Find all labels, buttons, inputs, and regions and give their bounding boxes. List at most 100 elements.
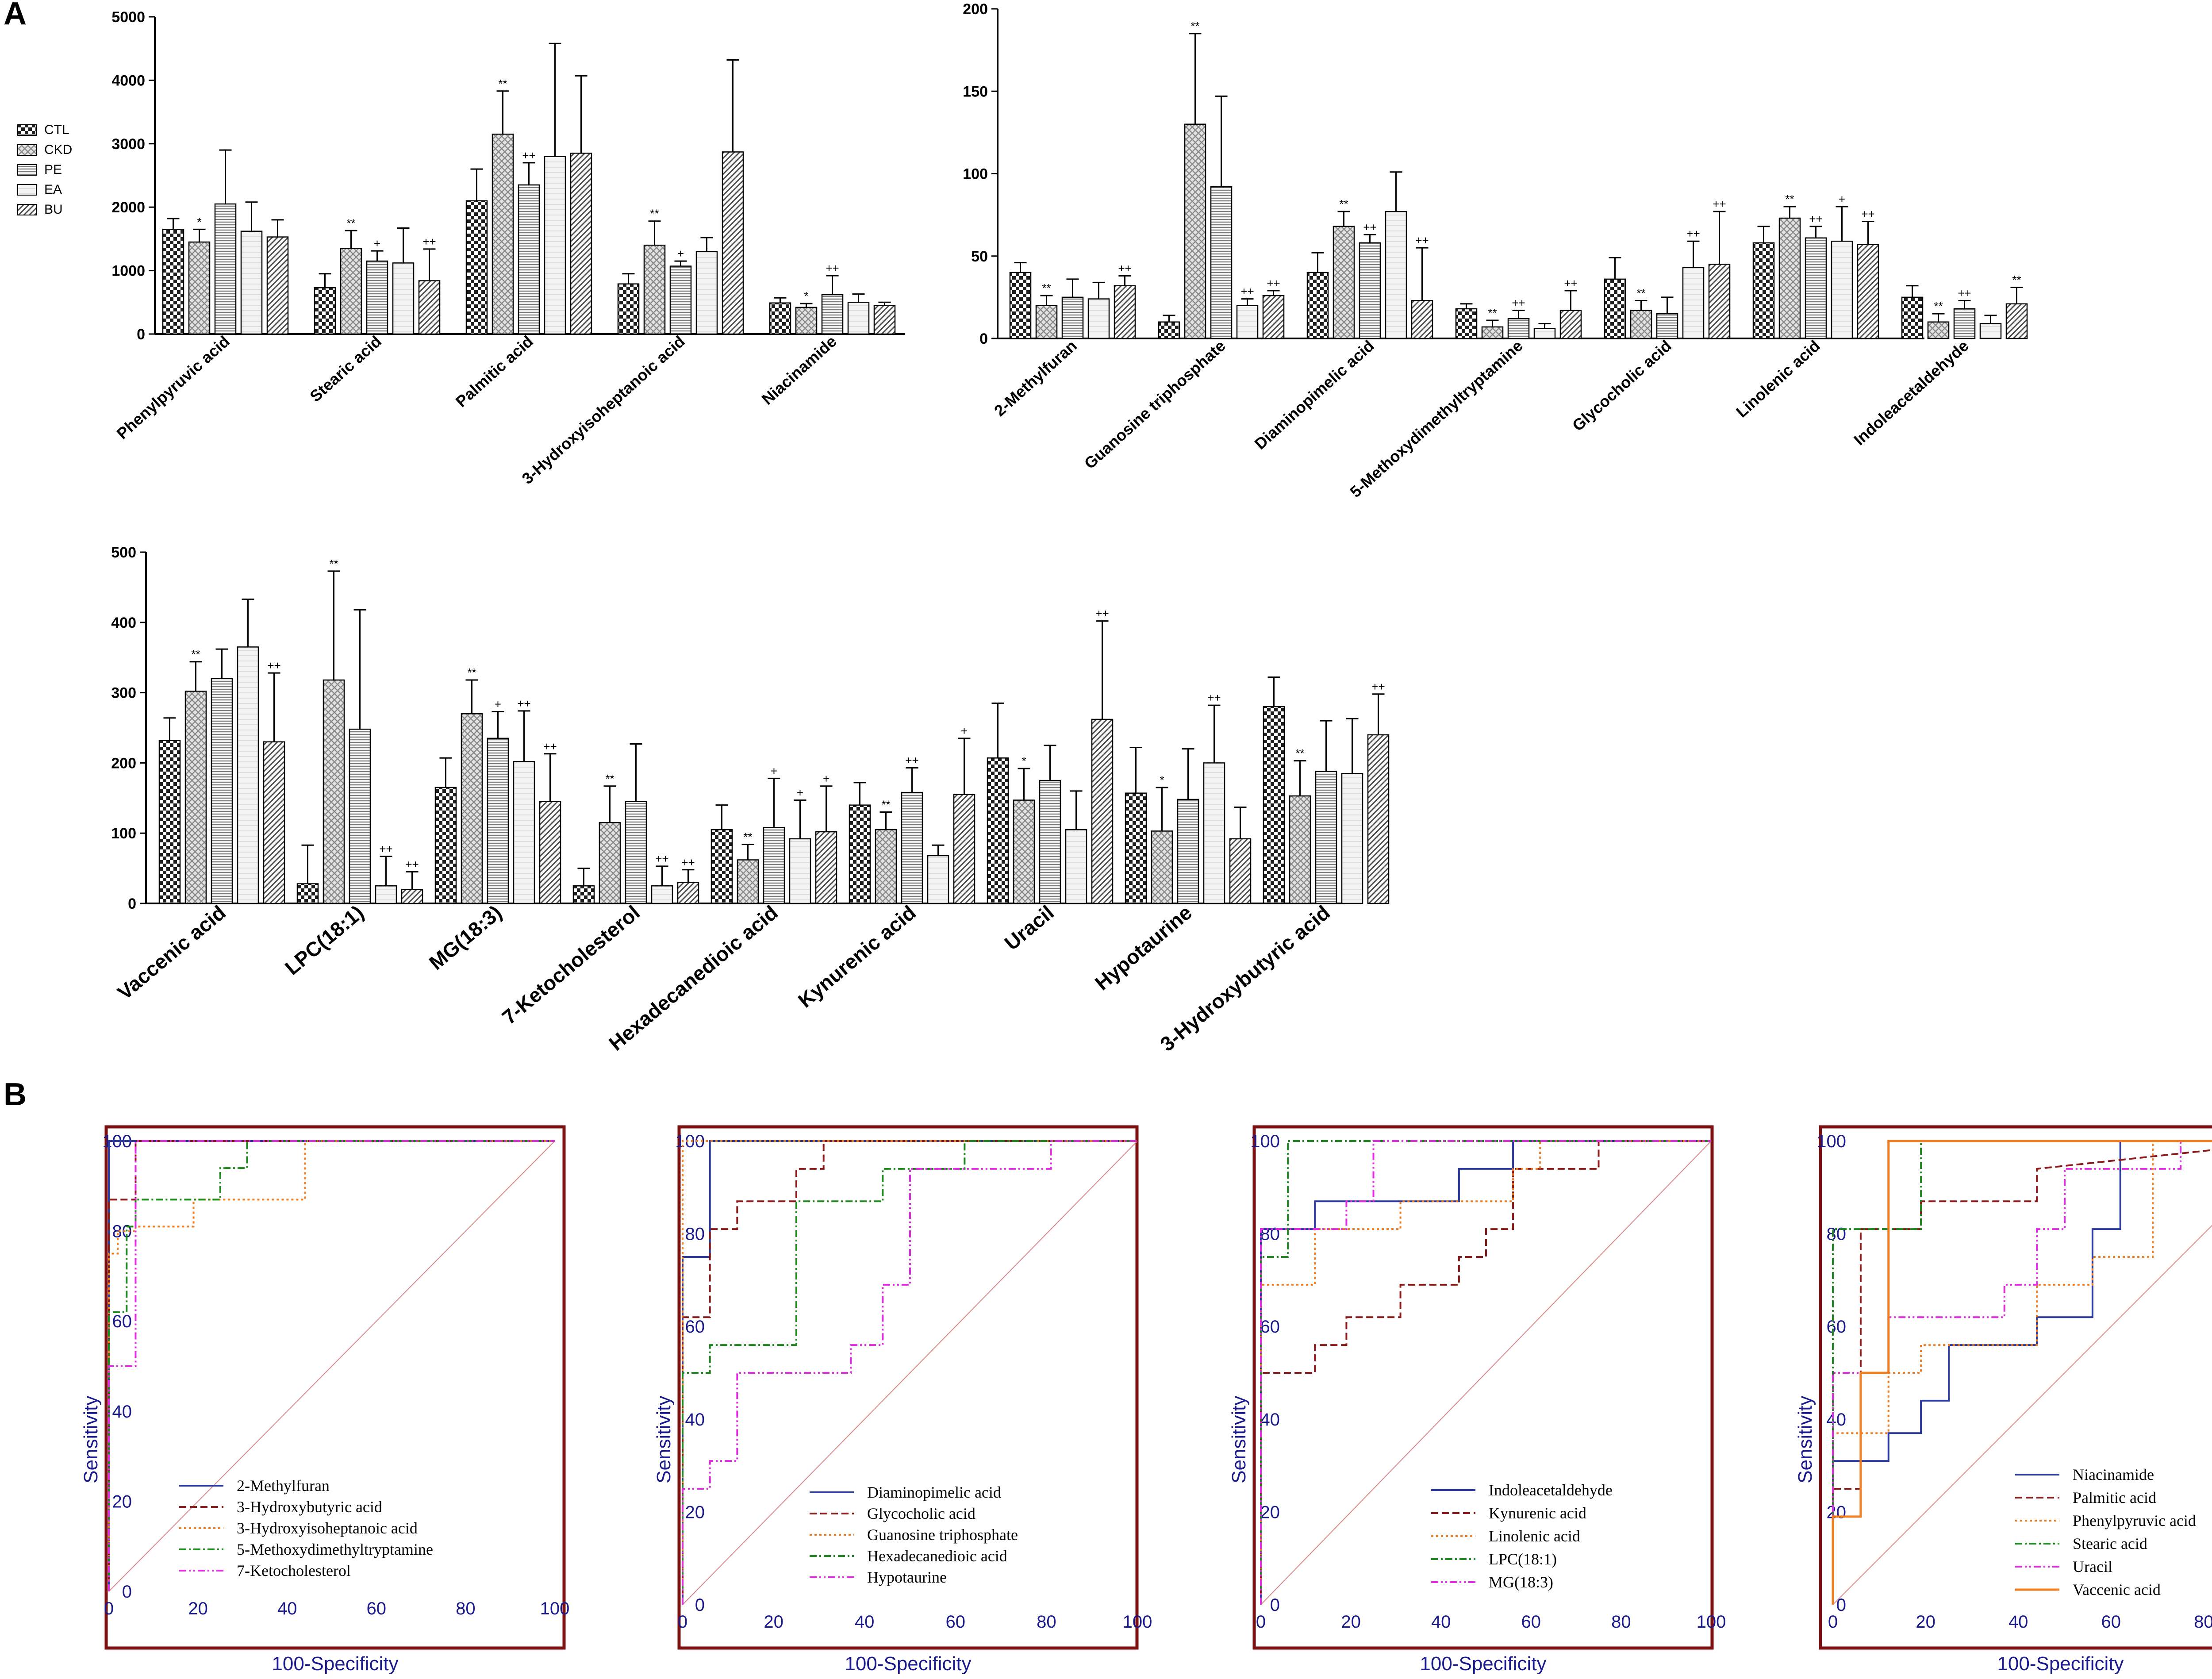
legend-label-5-methoxydimethyltryptamine: 5-Methoxydimethyltryptamine [237, 1541, 433, 1558]
category-label: 7-Ketocholesterol [498, 901, 644, 1029]
bar-phenylpyruvic-acid-ea [240, 231, 263, 335]
significance-mark: ++ [1958, 286, 1971, 300]
roc-chart-1: 0 20 40 60 80 100020406080100100-SpecificityS… [80, 1125, 569, 1675]
bar-hypotaurine-ea [1203, 762, 1225, 904]
bar-guanosine-triphosphate-ctl [1158, 321, 1180, 339]
bar-niacinamide-bu [873, 305, 896, 335]
significance-mark: ** [2012, 273, 2021, 287]
bar-hexadecanedioic-acid-bu [815, 831, 837, 904]
bar-uracil-ctl [987, 757, 1009, 904]
legend-label-linolenic-acid: Linolenic acid [1489, 1527, 1580, 1545]
y-tick-label: 0 [1270, 1595, 1280, 1615]
x-axis-title: 100-Specificity [1420, 1653, 1546, 1675]
legend-label-hexadecanedioic-acid: Hexadecanedioic acid [867, 1547, 1007, 1565]
bar-glycocholic-acid-bu [1708, 264, 1731, 339]
bar-phenylpyruvic-acid-ckd [188, 241, 211, 335]
y-tick-label: 50 [971, 248, 988, 265]
bar-lpc-18-1-bu [401, 888, 423, 904]
bar-kynurenic-acid-ctl [849, 804, 871, 904]
category-label: Indoleacetaldehyde [1850, 336, 1972, 449]
significance-mark: ++ [1095, 607, 1109, 620]
group-legend: CTL CKD PE EA BU [17, 123, 72, 217]
y-tick-label: 40 [112, 1402, 132, 1422]
category-label: Palmitic acid [452, 332, 537, 411]
significance-mark: ++ [267, 659, 280, 672]
significance-mark: ++ [422, 235, 436, 248]
bar-hexadecanedioic-acid-ea [789, 838, 811, 904]
x-tick-label: 80 [1611, 1612, 1631, 1632]
x-tick-label: 40 [277, 1599, 297, 1618]
bar-3-hydroxyisoheptanoic-acid-ea [695, 251, 718, 335]
bar-kynurenic-acid-bu [953, 794, 975, 904]
bar-hexadecanedioic-acid-ckd [737, 859, 759, 904]
panel-b-label: B [4, 1077, 27, 1112]
x-tick-label: 40 [855, 1612, 875, 1632]
category-label: Uracil [1000, 901, 1058, 955]
y-axis-title: Sensitivity [653, 1396, 675, 1483]
x-tick-label: 80 [2194, 1612, 2212, 1632]
panel-frame [104, 1125, 566, 1650]
y-tick-label: 20 [112, 1492, 132, 1511]
reference-diagonal [682, 1141, 1138, 1605]
significance-mark: ++ [1240, 285, 1254, 298]
bar-vaccenic-acid-pe [211, 678, 233, 904]
significance-mark: ** [1488, 306, 1497, 319]
bar-hypotaurine-ckd [1151, 830, 1173, 904]
y-tick-label: 0 [1836, 1595, 1846, 1615]
significance-mark: ++ [905, 754, 918, 767]
bar-phenylpyruvic-acid-ctl [162, 229, 184, 335]
x-axis-title: 100-Specificity [845, 1653, 971, 1675]
y-tick-label: 100 [111, 825, 136, 842]
x-tick-label: 40 [1431, 1612, 1451, 1632]
bar-vaccenic-acid-ea [237, 646, 259, 904]
y-tick-label: 80 [1260, 1225, 1280, 1244]
x-tick-label: 20 [1916, 1612, 1936, 1632]
bar-linolenic-acid-pe [1805, 237, 1827, 339]
bar-glycocholic-acid-pe [1656, 313, 1678, 339]
significance-mark: ++ [517, 697, 530, 710]
significance-mark: ++ [543, 740, 557, 753]
significance-mark: ++ [681, 856, 695, 869]
bar-lpc-18-1-ckd [323, 679, 345, 904]
roc-curve-3-hydroxyisoheptanoic-acid [108, 1140, 555, 1591]
y-tick-label: 150 [963, 83, 988, 100]
significance-mark: ** [1636, 286, 1645, 300]
significance-mark: ++ [1861, 207, 1874, 221]
y-tick-label: 5000 [111, 9, 145, 26]
bar-lpc-18-1-ctl [296, 883, 319, 904]
significance-mark: ++ [1686, 227, 1700, 240]
bar-linolenic-acid-ckd [1778, 217, 1801, 339]
bar-vaccenic-acid-ctl [158, 740, 181, 904]
category-label: LPC(18:1) [280, 901, 368, 980]
bar-3-hydroxyisoheptanoic-acid-ckd [643, 244, 666, 335]
significance-mark: ++ [1512, 296, 1525, 310]
bar-phenylpyruvic-acid-pe [214, 203, 237, 335]
significance-mark: ** [743, 830, 752, 844]
bar-indoleacetaldehyde-ctl [1901, 296, 1924, 339]
bar-palmitic-acid-bu [570, 153, 592, 335]
bar-kynurenic-acid-pe [901, 791, 923, 904]
legend-label-mg-18-3: MG(18:3) [1489, 1573, 1553, 1591]
bar-palmitic-acid-pe [518, 184, 540, 335]
category-label: Diaminopimelic acid [1251, 336, 1378, 453]
significance-mark: ++ [826, 261, 839, 275]
bar-kynurenic-acid-ckd [875, 829, 897, 904]
bar-niacinamide-ctl [769, 302, 791, 335]
legend-swatch-bu [17, 204, 37, 215]
bar-hypotaurine-bu [1229, 838, 1252, 904]
category-label: Glycocholic acid [1569, 336, 1675, 434]
bar-uracil-ckd [1013, 799, 1035, 904]
bar-linolenic-acid-bu [1857, 244, 1879, 339]
bar-3-hydroxybutyric-acid-ckd [1289, 795, 1311, 904]
significance-mark: ++ [1267, 277, 1280, 290]
roc-curve-5-methoxydimethyltryptamine [108, 1140, 555, 1591]
x-tick-label: 80 [456, 1599, 476, 1618]
significance-mark: ++ [1371, 680, 1385, 693]
roc-curve-glycocholic-acid [682, 1140, 1137, 1605]
significance-mark: ** [1934, 300, 1943, 313]
y-axis-title: Sensitivity [1228, 1396, 1250, 1483]
y-tick-label: 0 [137, 326, 145, 343]
significance-mark: ++ [1713, 197, 1726, 211]
category-label: 3-Hydroxyisoheptanoic acid [518, 332, 688, 488]
significance-mark: + [374, 237, 380, 250]
